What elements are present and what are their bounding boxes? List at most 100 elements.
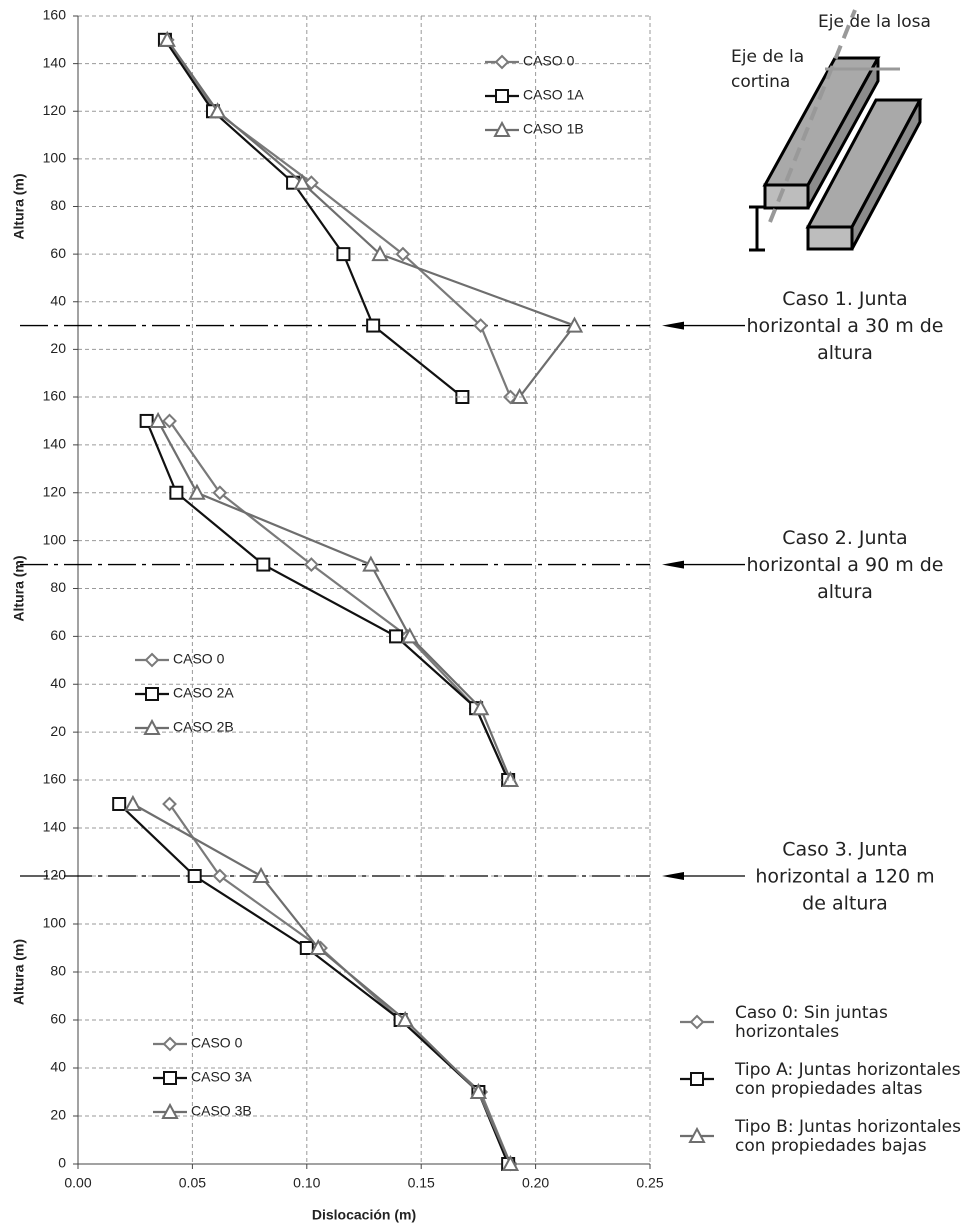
marker — [162, 796, 177, 812]
marker — [389, 629, 404, 644]
marker — [309, 938, 327, 955]
marker — [688, 1126, 706, 1143]
marker — [158, 30, 176, 47]
key-label: con propiedades altas — [735, 1079, 923, 1099]
y-tick-label: 20 — [50, 723, 66, 739]
annotation: Caso 2. Junta — [782, 527, 907, 549]
x-tick-label: 0.25 — [636, 1175, 663, 1191]
marker — [336, 247, 351, 262]
marker — [371, 245, 389, 262]
marker — [162, 413, 177, 429]
series-line — [145, 420, 510, 781]
marker — [293, 173, 311, 190]
annotation: Caso 1. Junta — [782, 288, 907, 310]
marker — [145, 687, 159, 701]
y-axis-label: Altura (m) — [11, 173, 27, 239]
marker — [256, 557, 271, 572]
legend-label: CASO 0 — [173, 651, 225, 667]
x-tick-label: 0.20 — [522, 1175, 549, 1191]
diagram-label: cortina — [731, 72, 790, 92]
series-line — [164, 39, 464, 398]
y-axis-label: Altura (m) — [11, 555, 27, 621]
marker — [472, 699, 490, 716]
marker — [396, 1010, 414, 1027]
marker — [501, 1154, 520, 1171]
y-tick-label: 140 — [43, 54, 67, 70]
marker — [473, 318, 489, 333]
series-line — [166, 39, 512, 398]
annotation: horizontal a 90 m de — [746, 554, 943, 576]
arrow-head — [662, 321, 684, 330]
marker — [161, 1102, 179, 1119]
slab-axis — [768, 9, 857, 223]
y-tick-label: 120 — [43, 483, 67, 499]
marker — [493, 120, 511, 137]
marker — [689, 1014, 705, 1030]
y-tick-label: 100 — [43, 531, 67, 547]
y-tick-label: 60 — [50, 627, 66, 643]
marker — [112, 797, 127, 811]
arrow-head — [662, 560, 684, 569]
y-tick-label: 120 — [43, 102, 67, 118]
annotation: horizontal a 120 m — [755, 866, 934, 888]
y-tick-label: 40 — [50, 292, 66, 308]
annotation: altura — [817, 581, 873, 603]
y-tick-label: 100 — [43, 915, 67, 931]
y-tick-label: 60 — [50, 1011, 66, 1027]
marker — [401, 627, 419, 644]
marker — [469, 1082, 488, 1099]
key-label: Caso 0: Sin juntas — [735, 1003, 888, 1023]
y-tick-label: 20 — [50, 340, 66, 356]
x-tick-label: 0.05 — [179, 1175, 206, 1191]
diagram-label: Eje de la — [731, 47, 804, 67]
key-label: Tipo A: Juntas horizontales — [734, 1060, 961, 1080]
y-tick-label: 160 — [43, 388, 67, 404]
marker — [494, 54, 510, 70]
y-tick-label: 20 — [50, 1107, 66, 1123]
key-label: Tipo B: Juntas horizontales — [734, 1117, 961, 1137]
series-line — [166, 39, 577, 398]
y-tick-label: 80 — [50, 579, 66, 595]
series-line — [132, 803, 512, 1165]
marker — [143, 718, 161, 735]
marker — [690, 1072, 704, 1086]
annotation: de altura — [802, 893, 888, 915]
marker — [188, 483, 206, 500]
diagram-label: Eje de la losa — [818, 12, 931, 32]
y-tick-label: 160 — [43, 771, 67, 787]
y-tick-label: 40 — [50, 1059, 66, 1075]
annotation: horizontal a 30 m de — [746, 315, 943, 337]
marker — [139, 413, 154, 428]
y-tick-label: 80 — [50, 963, 66, 979]
series-line — [118, 803, 510, 1165]
y-axis-label: Altura (m) — [11, 939, 27, 1005]
legend-label: CASO 2B — [173, 719, 234, 735]
marker — [208, 102, 227, 119]
marker — [169, 485, 184, 500]
marker — [187, 869, 202, 883]
marker — [163, 1071, 177, 1085]
marker — [495, 89, 509, 103]
slab-front — [763, 183, 810, 210]
y-tick-label: 160 — [43, 7, 67, 23]
marker — [162, 1036, 178, 1052]
marker — [395, 246, 411, 262]
y-tick-label: 140 — [43, 436, 67, 452]
y-tick-label: 140 — [43, 819, 67, 835]
marker — [362, 555, 380, 572]
legend-label: CASO 0 — [523, 53, 575, 69]
legend-label: CASO 3A — [191, 1069, 252, 1085]
key-label: horizontales — [735, 1022, 839, 1042]
y-tick-label: 0 — [58, 1155, 66, 1171]
marker — [303, 557, 319, 572]
marker — [565, 316, 584, 333]
legend-label: CASO 1A — [523, 87, 584, 103]
x-tick-label: 0.10 — [293, 1175, 320, 1191]
x-axis-label: Dislocación (m) — [312, 1207, 416, 1223]
marker — [212, 485, 228, 501]
y-tick-label: 100 — [43, 150, 67, 166]
y-tick-label: 40 — [50, 675, 66, 691]
arrow-head — [662, 872, 684, 880]
